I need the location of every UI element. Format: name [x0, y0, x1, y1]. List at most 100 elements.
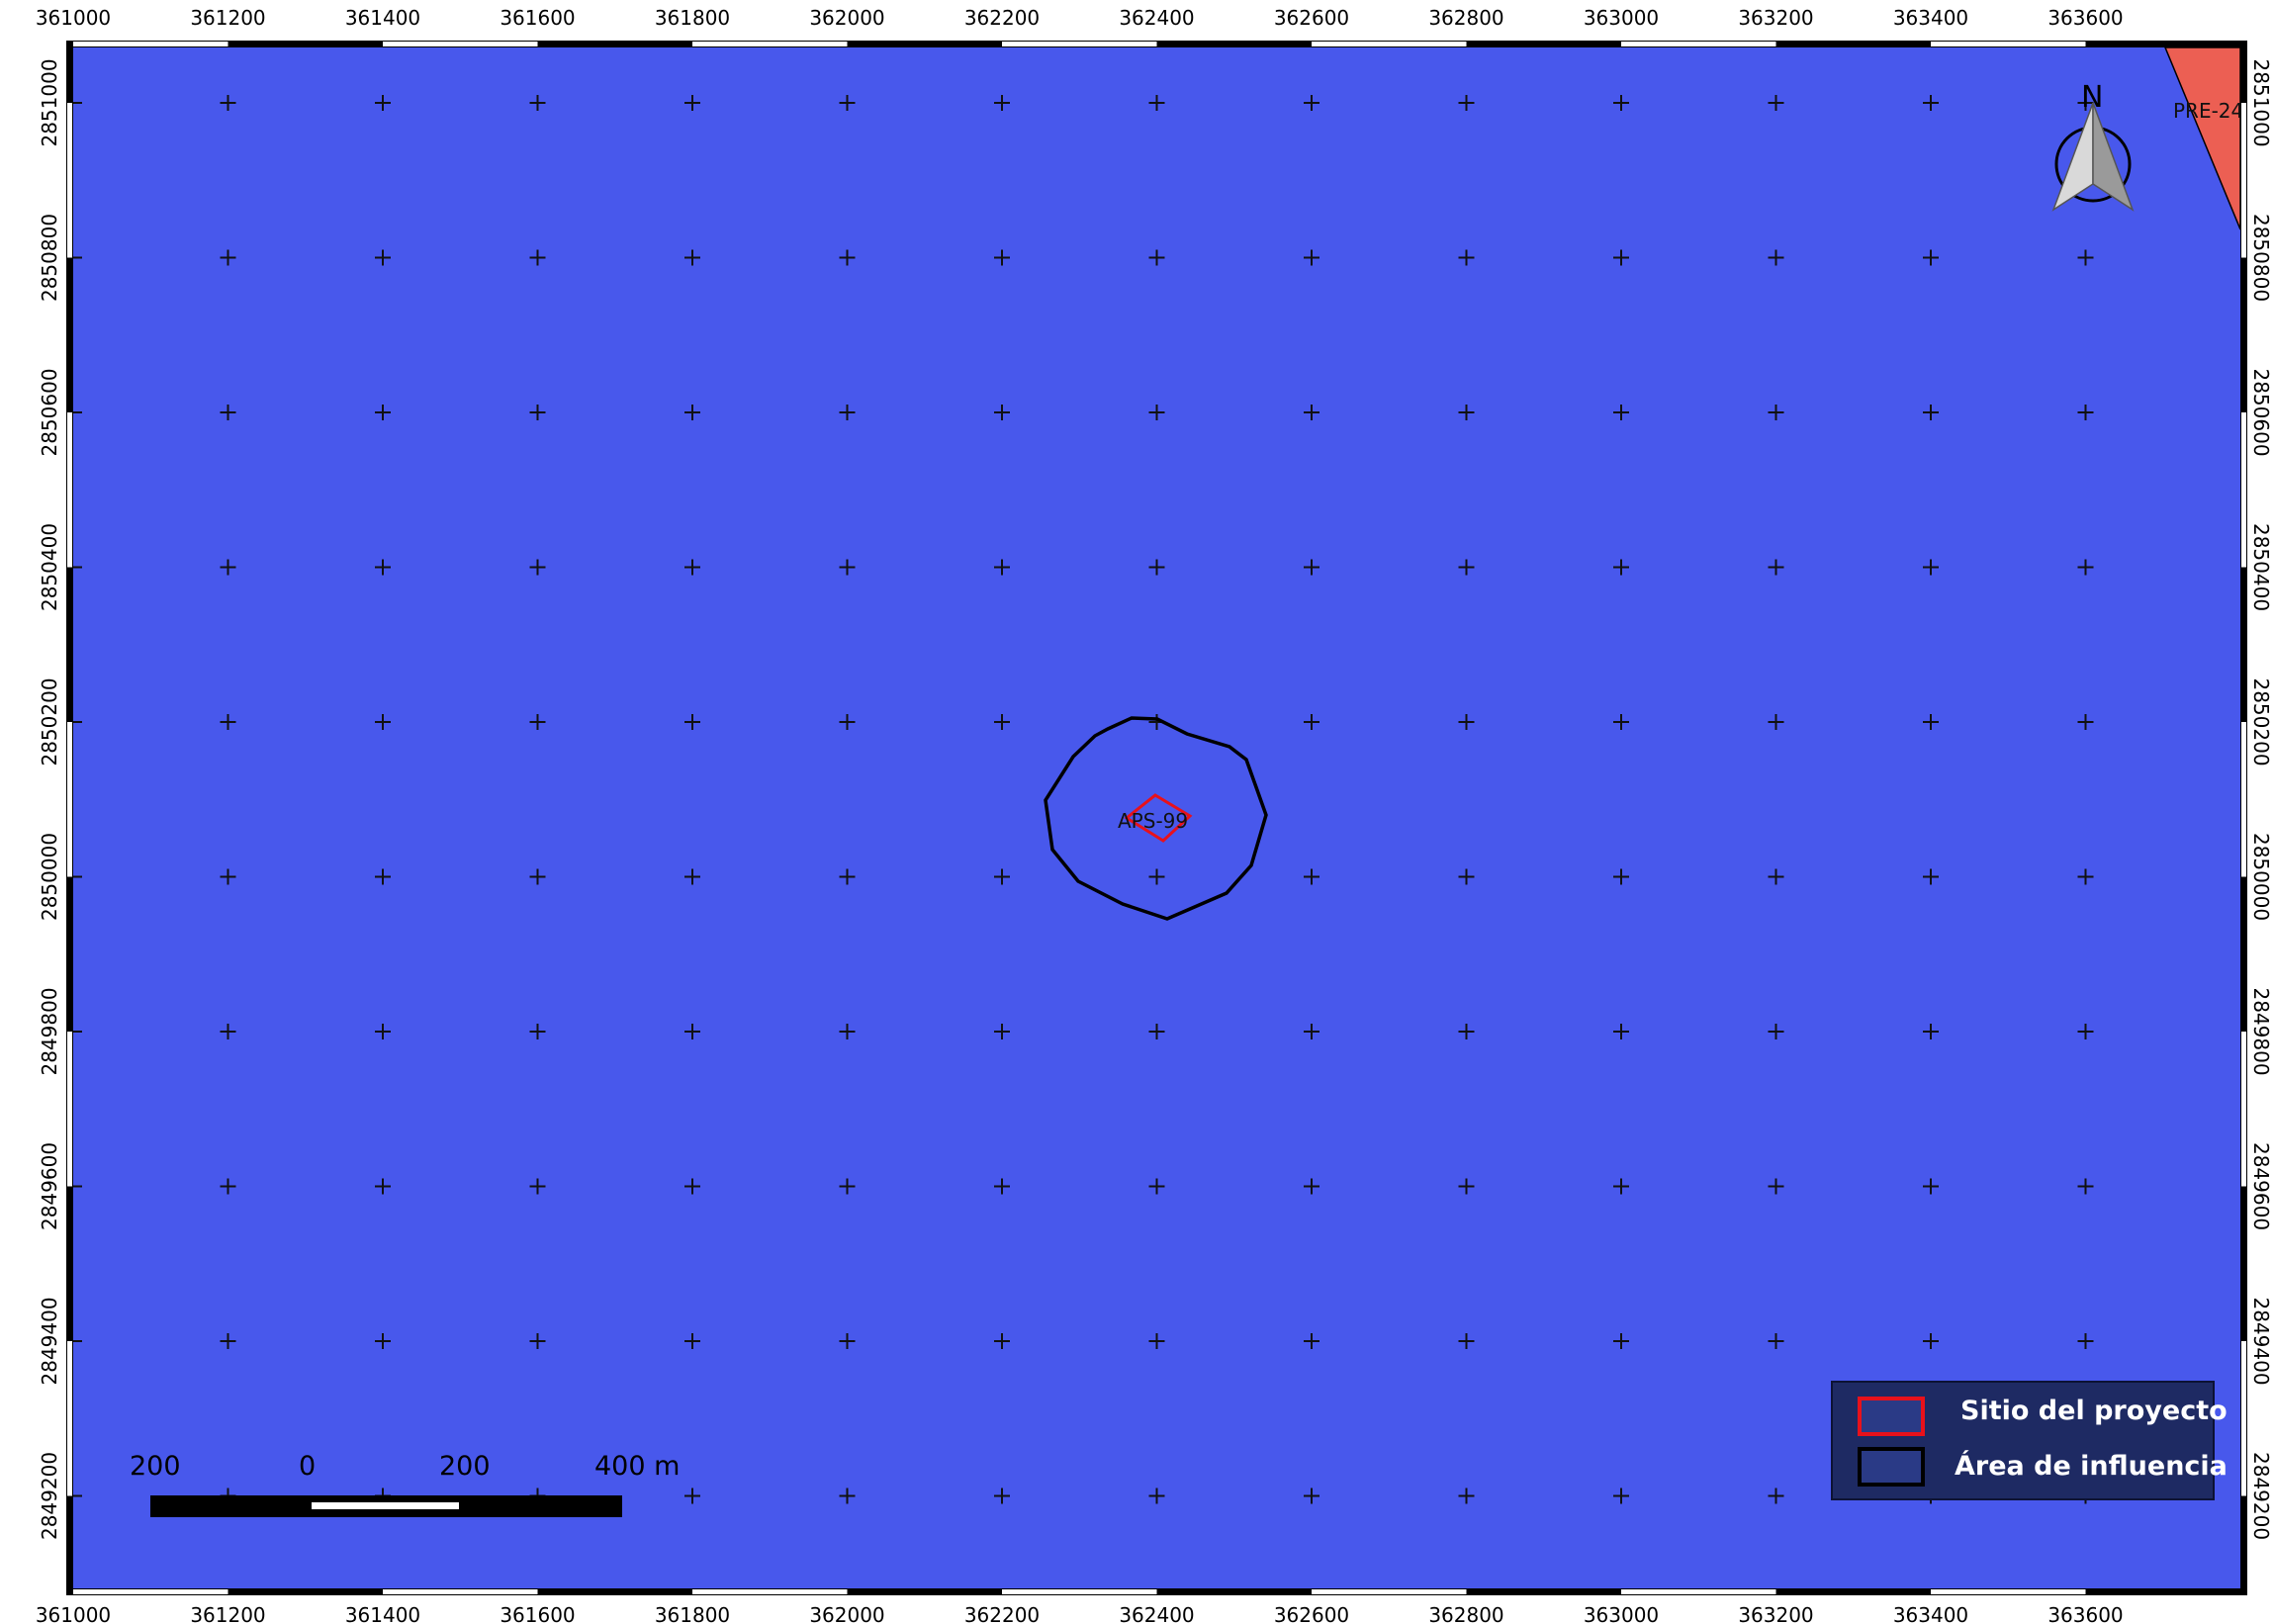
grid-cross: [1304, 1178, 1319, 1195]
grid-cross: [994, 1024, 1010, 1039]
grid-cross: [529, 405, 546, 420]
bottom-x-tick-label: 361400: [345, 1603, 420, 1624]
grid-cross: [994, 95, 1010, 111]
grid-cross: [1613, 714, 1629, 730]
grid-cross: [2077, 714, 2094, 730]
grid-cross: [1768, 249, 1784, 266]
left-y-tick-label: 2849800: [38, 987, 61, 1075]
grid-cross: [1148, 1333, 1165, 1349]
grid-cross: [994, 559, 1010, 576]
bottom-x-tick-label: 363600: [2047, 1603, 2123, 1624]
coordinate-labels: 361000 361000 361200 361200 361400 361400 3616…: [36, 6, 2273, 1624]
left-y-tick-label: 2851000: [38, 58, 61, 146]
frame-stripe: [2241, 412, 2246, 568]
grid-cross: [684, 868, 700, 885]
right-y-tick-label: 2850400: [2249, 523, 2273, 611]
right-y-tick-label: 2850200: [2249, 677, 2273, 766]
top-x-tick-label: 362000: [809, 6, 884, 30]
bottom-x-tick-label: 363000: [1584, 1603, 1659, 1624]
grid-cross: [839, 714, 856, 730]
grid-cross: [1304, 405, 1319, 420]
grid-cross: [1923, 1333, 1939, 1349]
grid-cross: [1613, 249, 1629, 266]
bottom-x-tick-label: 361000: [36, 1603, 111, 1624]
north-label: N: [2081, 80, 2103, 115]
grid-cross: [839, 559, 856, 576]
grid-cross: [1613, 1333, 1629, 1349]
top-x-tick-label: 363000: [1584, 6, 1659, 30]
grid-cross: [1768, 95, 1784, 111]
grid-cross: [1304, 1488, 1319, 1504]
grid-cross: [220, 405, 236, 420]
grid-cross: [1148, 559, 1165, 576]
grid-cross: [1923, 1024, 1939, 1039]
project-site-label: APS-99: [1118, 809, 1188, 833]
top-x-tick-label: 361800: [655, 6, 730, 30]
grid-cross: [1458, 405, 1475, 420]
grid-cross: [1613, 868, 1629, 885]
frame-stripe: [67, 412, 72, 568]
grid-cross: [2077, 1333, 2094, 1349]
grid-cross: [1768, 714, 1784, 730]
grid-cross: [839, 1178, 856, 1195]
grid-cross: [1458, 95, 1475, 111]
bottom-x-tick-label: 361200: [190, 1603, 265, 1624]
top-x-tick-label: 362200: [964, 6, 1040, 30]
grid-cross: [375, 1024, 391, 1039]
grid-cross: [220, 868, 236, 885]
grid-cross: [529, 1178, 546, 1195]
grid-cross: [1613, 1178, 1629, 1195]
top-x-tick-label: 361000: [36, 6, 111, 30]
grid-cross: [1613, 559, 1629, 576]
grid-cross: [375, 249, 391, 266]
right-y-tick-label: 2849600: [2249, 1142, 2273, 1230]
right-y-tick-label: 2851000: [2249, 58, 2273, 146]
grid-cross: [529, 868, 546, 885]
legend-label-influence-area: Área de influencia: [1955, 1450, 2228, 1482]
scale-label-0: 200: [130, 1451, 181, 1482]
grid-cross: [994, 249, 1010, 266]
left-y-tick-label: 2850000: [38, 833, 61, 921]
frame-stripe: [1621, 42, 1776, 46]
grid-cross: [1148, 249, 1165, 266]
frame-stripe: [1312, 42, 1467, 46]
grid-cross: [1613, 95, 1629, 111]
frame-stripe: [1931, 1589, 2086, 1594]
top-x-tick-label: 363200: [1738, 6, 1813, 30]
bottom-x-tick-label: 362000: [809, 1603, 884, 1624]
scale-label-3: 400 m: [594, 1451, 680, 1482]
grid-cross: [994, 714, 1010, 730]
grid-cross: [684, 1333, 700, 1349]
left-y-tick-label: 2850600: [38, 368, 61, 456]
grid-cross: [684, 1488, 700, 1504]
grid-cross: [1768, 405, 1784, 420]
grid-cross: [839, 249, 856, 266]
grid-cross: [1304, 559, 1319, 576]
grid-cross: [2077, 868, 2094, 885]
left-y-tick-label: 2849600: [38, 1142, 61, 1230]
grid-cross: [1768, 1178, 1784, 1195]
grid-cross: [839, 1333, 856, 1349]
grid-cross: [1148, 95, 1165, 111]
right-y-tick-label: 2850000: [2249, 833, 2273, 921]
scale-label-1: 0: [299, 1451, 316, 1482]
grid-cross: [220, 559, 236, 576]
frame-stripe: [2241, 1032, 2246, 1187]
grid-cross: [529, 1024, 546, 1039]
frame-stripe: [383, 42, 538, 46]
grid-cross: [220, 95, 236, 111]
top-x-tick-label: 362600: [1274, 6, 1349, 30]
grid-cross: [375, 405, 391, 420]
grid-cross: [220, 1333, 236, 1349]
grid-cross: [2077, 1178, 2094, 1195]
grid-cross: [2077, 95, 2094, 111]
right-y-tick-label: 2850800: [2249, 214, 2273, 302]
grid-cross: [684, 249, 700, 266]
top-x-tick-label: 361400: [345, 6, 420, 30]
grid-cross: [1304, 1024, 1319, 1039]
frame-stripe: [67, 103, 72, 258]
frame-stripe: [2241, 1341, 2246, 1496]
scale-bar: 200 0 200 400 m: [130, 1451, 680, 1517]
grid-cross: [529, 714, 546, 730]
grid-cross: [994, 405, 1010, 420]
